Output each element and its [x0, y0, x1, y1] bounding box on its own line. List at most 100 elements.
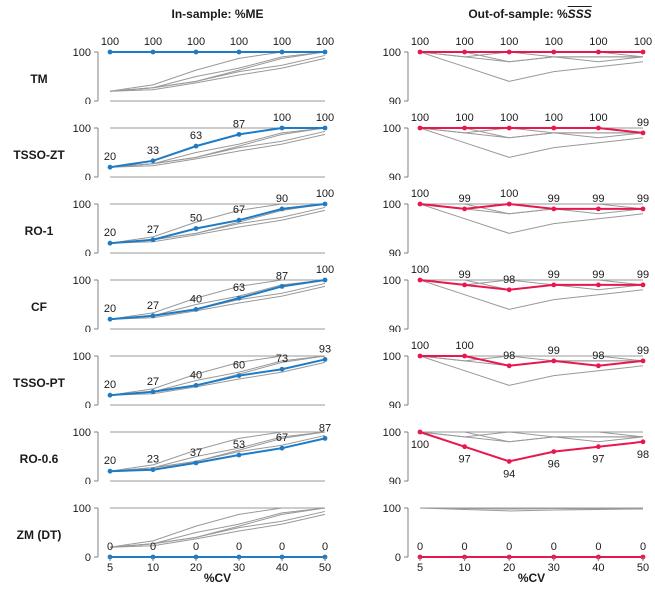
data-point-label: 27	[147, 376, 159, 388]
data-point-label: 50	[190, 213, 202, 225]
y-tick-label: 100	[383, 123, 401, 135]
data-point-label: 63	[233, 282, 245, 294]
data-point	[107, 240, 113, 246]
data-point	[462, 206, 467, 212]
data-point	[462, 444, 467, 450]
x-tick-label: 20	[503, 562, 515, 574]
data-point	[150, 49, 156, 55]
data-point-label: 87	[276, 270, 288, 282]
left-column-title: In-sample: %ME	[171, 7, 264, 21]
data-point	[640, 358, 646, 364]
y-tick-label: 100	[73, 123, 91, 135]
data-point	[551, 206, 557, 212]
x-tick-label: 40	[592, 562, 604, 574]
data-point-label: 60	[233, 360, 245, 372]
data-point-label: 87	[319, 422, 331, 434]
data-point	[322, 201, 328, 207]
gray-series-line-ro-0-6	[419, 51, 644, 82]
x-tick-label: 5	[107, 562, 113, 574]
panel-cf-in-sample: 100 0 20 27 40 63 87 100	[73, 264, 335, 332]
data-point-label: 100	[316, 112, 334, 124]
y-tick-label: 0	[85, 400, 91, 408]
panel-ro-0-6-in-sample: 100 0 20 23 37 53 67 87	[73, 422, 331, 484]
gray-series-line-ro-0-6	[109, 133, 326, 168]
data-point	[279, 366, 285, 372]
highlight-series-line-cf	[109, 279, 326, 321]
y-tick-label: 100	[73, 503, 91, 515]
data-point-label: 63	[190, 130, 202, 142]
data-point-label: 100	[411, 340, 429, 352]
gray-series-line-ro-0-6	[109, 361, 326, 396]
data-point	[417, 353, 423, 359]
data-point	[417, 201, 423, 207]
data-point	[322, 435, 328, 441]
gray-series-line-ro-0-6	[419, 127, 644, 158]
data-point-label: 100	[316, 264, 334, 276]
highlight-series-line-ro-1	[109, 203, 326, 245]
gray-series-line-tsso-pt	[109, 510, 326, 548]
x-tick-label: 50	[319, 562, 331, 574]
data-point-label: 97	[592, 454, 604, 466]
gray-series-line-ro-1	[109, 51, 326, 92]
gray-series-line-ro-1	[109, 355, 326, 396]
data-point	[462, 125, 467, 131]
data-point-label: 0	[322, 541, 328, 553]
y-tick-label: 100	[73, 47, 91, 59]
data-point-label: 40	[190, 293, 202, 305]
row-label-zm-dt: ZM (DT)	[16, 528, 62, 542]
data-point-label: 20	[104, 303, 116, 315]
data-point	[506, 125, 512, 131]
data-point	[462, 49, 467, 55]
gray-series-line-tsso-zt	[109, 203, 325, 244]
gray-series-line-ro-0-6	[109, 57, 326, 92]
gray-series-line-cf	[109, 355, 326, 396]
data-point-label: 98	[592, 350, 604, 362]
row-label-tsso-zt: TSSO-ZT	[13, 148, 65, 162]
data-point-label: 100	[545, 112, 563, 124]
y-tick-label: 100	[73, 275, 91, 287]
data-point-label: 99	[548, 269, 560, 281]
y-tick-label: 100	[73, 199, 91, 211]
data-point-label: 27	[147, 300, 159, 312]
gray-series-line-cf	[109, 127, 326, 168]
data-point-label: 100	[144, 36, 162, 48]
data-point	[417, 429, 423, 435]
data-point-label: 0	[551, 541, 557, 553]
gray-series-line-tsso-pt	[109, 54, 326, 92]
data-point-label: 100	[589, 36, 607, 48]
data-point	[236, 295, 242, 301]
data-point	[107, 392, 113, 398]
data-point-label: 20	[104, 379, 116, 391]
data-point-label: 100	[411, 439, 429, 451]
data-point-label: 100	[411, 188, 429, 200]
data-point-label: 40	[190, 369, 202, 381]
highlight-series-line-tsso-zt	[420, 127, 644, 134]
data-point-label: 100	[187, 36, 205, 48]
gray-series-line-tsso-zt	[109, 355, 325, 396]
y-tick-label: 0	[85, 96, 91, 104]
highlight-series-line-tsso-pt	[109, 358, 326, 397]
y-tick-label: 90	[389, 96, 401, 104]
data-point-label: 73	[276, 353, 288, 365]
data-point-label: 100	[411, 112, 429, 124]
data-point-label: 100	[500, 36, 518, 48]
gray-series-line-tsso-zt	[109, 507, 325, 548]
y-tick-label: 90	[389, 400, 401, 408]
data-point	[236, 452, 242, 458]
y-tick-label: 90	[389, 172, 401, 180]
data-point-label: 100	[500, 188, 518, 200]
data-point-label: 53	[233, 439, 245, 451]
data-point-label: 100	[230, 36, 248, 48]
data-point-label: 99	[458, 193, 470, 205]
data-point-label: 93	[319, 343, 331, 355]
row-label-ro-1: RO-1	[24, 224, 54, 238]
x-tick-label: 40	[276, 562, 288, 574]
x-tick-label: 20	[190, 562, 202, 574]
data-point	[236, 373, 242, 378]
data-point	[193, 143, 199, 149]
highlight-series-line-ro-0-6	[419, 431, 644, 463]
data-point-label: 100	[316, 188, 334, 200]
data-point	[279, 206, 285, 212]
data-point-label: 37	[190, 447, 202, 459]
data-point-label: 99	[548, 193, 560, 205]
